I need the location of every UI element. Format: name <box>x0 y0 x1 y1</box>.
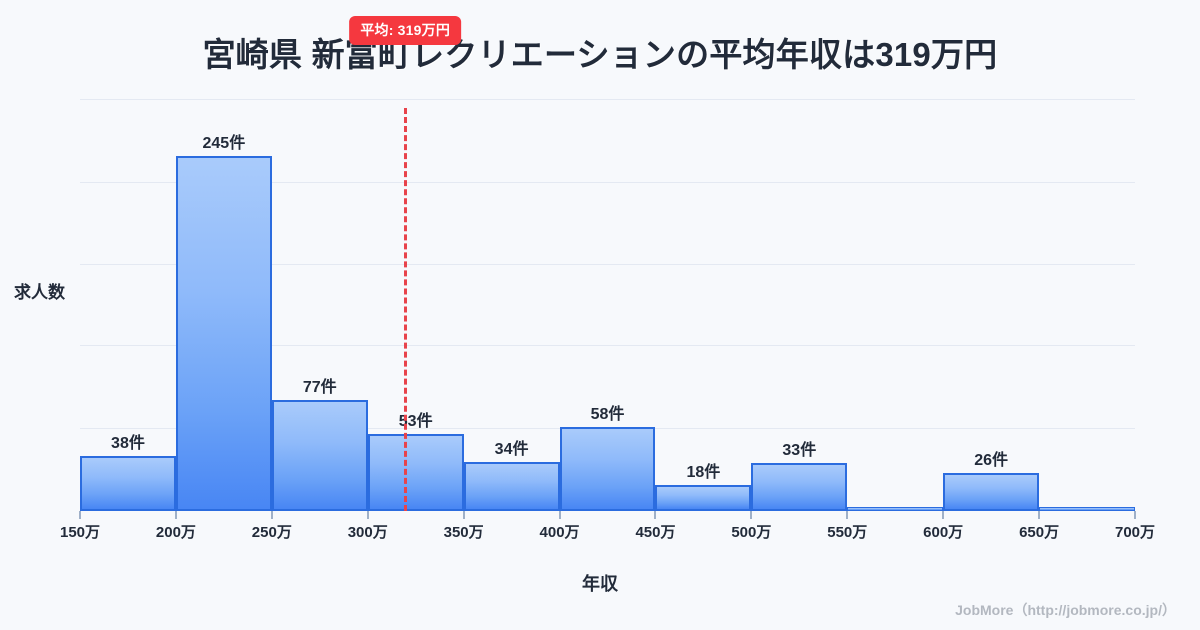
x-axis-tick <box>846 511 849 519</box>
gridline <box>80 345 1135 347</box>
x-axis-tick <box>366 511 369 519</box>
footer-watermark: JobMore（http://jobmore.co.jp/） <box>955 602 1176 618</box>
x-axis-tick-label: 600万 <box>923 524 964 541</box>
x-axis-tick-label: 650万 <box>1019 524 1060 541</box>
bar[interactable]: 245件 <box>175 135 272 511</box>
x-axis-tick-label: 700万 <box>1114 524 1156 541</box>
x-axis-tick <box>654 511 657 519</box>
gridline <box>80 99 1135 100</box>
bar-value-label: 58件 <box>590 406 625 424</box>
x-axis-tick <box>270 511 273 519</box>
x-axis-tick <box>462 511 465 519</box>
x-axis-tick-label: 200万 <box>155 524 196 541</box>
bar-value-label: 245件 <box>202 135 246 153</box>
x-axis-tick-label: 450万 <box>635 524 676 541</box>
x-axis-tick-label: 300万 <box>347 524 388 541</box>
average-badge: 平均: 319万円 <box>349 16 462 45</box>
x-axis-title: 年収 <box>582 574 618 594</box>
bar-value-label: 26件 <box>974 452 1009 470</box>
x-axis-tick-label: 350万 <box>443 524 484 541</box>
y-axis-title: 求人数 <box>14 283 65 302</box>
x-axis-tick-label: 150万 <box>59 524 101 541</box>
x-axis-tick <box>750 511 753 519</box>
bar-value-label: 77件 <box>302 378 337 396</box>
x-axis-tick-label: 250万 <box>251 524 292 541</box>
bar[interactable]: 53件 <box>367 413 464 511</box>
x-axis-tick <box>174 511 177 519</box>
x-axis-tick <box>1134 511 1136 519</box>
x-axis-tick <box>942 511 945 519</box>
bar[interactable]: 26件 <box>943 452 1040 511</box>
bar-value-label: 34件 <box>494 440 529 458</box>
bar[interactable] <box>1039 507 1135 511</box>
bar[interactable]: 33件 <box>751 442 848 511</box>
x-axis-tick <box>558 511 561 519</box>
bar-value-label: 53件 <box>398 413 433 431</box>
bar[interactable]: 38件 <box>80 435 176 511</box>
x-axis-tick-label: 500万 <box>731 524 772 541</box>
bar[interactable]: 18件 <box>655 464 752 511</box>
gridline <box>80 181 1135 183</box>
average-line <box>404 108 408 511</box>
bar[interactable]: 34件 <box>463 441 560 511</box>
x-axis-tick-label: 400万 <box>539 524 580 541</box>
x-axis-tick <box>1038 511 1041 519</box>
bar[interactable]: 58件 <box>559 406 656 511</box>
bar[interactable]: 77件 <box>271 379 368 511</box>
x-axis-tick-label: 550万 <box>827 524 868 541</box>
plot-area: 38件 245件 77件 53件 34件 58件 18件 33件 26件 平均: 319万円 <box>80 16 1135 511</box>
bar-value-label: 38件 <box>111 435 145 453</box>
bar-value-label: 33件 <box>782 442 817 460</box>
bar[interactable] <box>847 507 944 511</box>
x-axis-tick <box>79 511 81 519</box>
chart-title: 宮崎県 新富町レクリエーションの平均年収は319万円 <box>202 36 998 73</box>
bar-value-label: 18件 <box>686 463 721 481</box>
gridline <box>80 263 1135 265</box>
